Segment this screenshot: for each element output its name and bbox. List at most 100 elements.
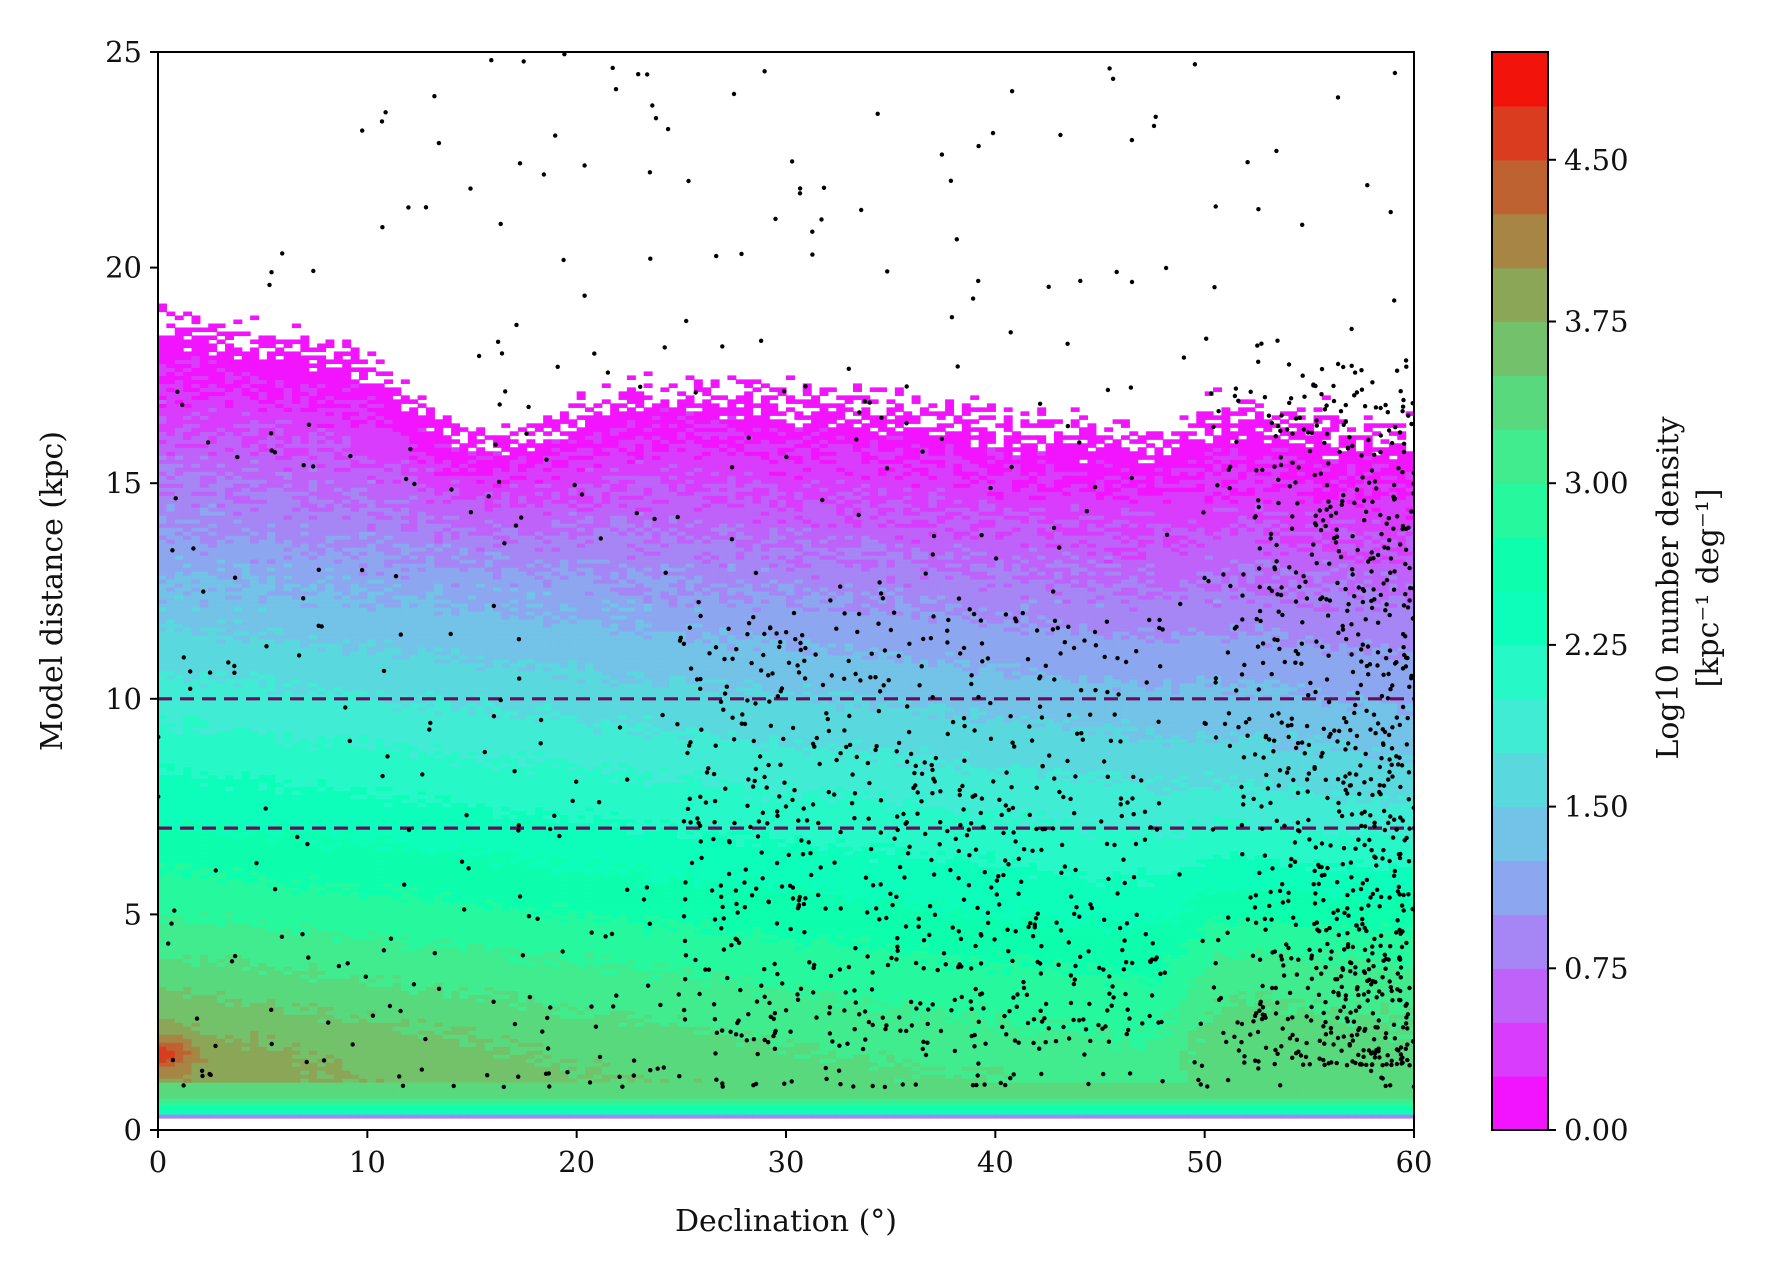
- contour-cell: [836, 1106, 846, 1111]
- contour-cell: [1053, 1090, 1063, 1095]
- contour-cell: [827, 1042, 837, 1047]
- contour-cell: [1280, 990, 1289, 995]
- contour-cell: [1179, 1050, 1189, 1055]
- contour-cell: [961, 1042, 971, 1047]
- contour-cell: [894, 1078, 904, 1083]
- contour-cell: [174, 1066, 184, 1071]
- contour-cell: [1196, 1018, 1206, 1023]
- contour-cell: [1012, 1074, 1022, 1079]
- contour-cell: [233, 1030, 243, 1035]
- contour-cell: [1154, 1002, 1164, 1007]
- contour-cell: [333, 998, 343, 1003]
- contour-cell: [836, 1058, 846, 1063]
- contour-cell: [1129, 1102, 1139, 1107]
- contour-cell: [986, 1050, 996, 1055]
- contour-cell: [241, 998, 251, 1003]
- contour-cell: [241, 1066, 251, 1071]
- contour-cell: [802, 1066, 812, 1071]
- contour-cell: [1229, 1062, 1239, 1067]
- contour-cell: [626, 1062, 636, 1067]
- contour-cell: [995, 1054, 1005, 1059]
- contour-cell: [241, 1078, 251, 1083]
- contour-cell: [1305, 1022, 1315, 1027]
- contour-cell: [543, 1074, 553, 1079]
- contour-cell: [1020, 1110, 1030, 1115]
- contour-cell: [744, 1026, 754, 1031]
- contour-cell: [350, 1086, 360, 1091]
- contour-cell: [1120, 1114, 1130, 1119]
- contour-cell: [199, 1082, 209, 1087]
- contour-cell: [1238, 1034, 1248, 1039]
- contour-cell: [719, 1018, 728, 1023]
- contour-cell: [777, 1014, 787, 1019]
- contour-cell: [1363, 1054, 1373, 1059]
- contour-cell: [945, 1010, 955, 1015]
- contour-cell: [735, 1014, 745, 1019]
- contour-cell: [685, 1030, 695, 1035]
- contour-cell: [241, 1062, 251, 1067]
- contour-cell: [919, 994, 929, 999]
- contour-cell: [166, 1022, 176, 1027]
- contour-cell: [1196, 1070, 1206, 1075]
- contour-cell: [610, 1058, 620, 1063]
- contour-cell: [392, 1078, 402, 1083]
- contour-cell: [769, 1006, 779, 1011]
- contour-cell: [886, 1114, 896, 1119]
- contour-cell: [643, 1058, 653, 1063]
- contour-cell: [618, 990, 628, 995]
- contour-cell: [350, 1010, 360, 1015]
- contour-cell: [610, 1114, 620, 1119]
- contour-cell: [1187, 1082, 1197, 1087]
- contour-cell: [1280, 1002, 1289, 1007]
- contour-cell: [568, 1106, 578, 1111]
- contour-cell: [342, 1062, 352, 1067]
- contour-cell: [1087, 1022, 1097, 1027]
- contour-cell: [1254, 1054, 1264, 1059]
- contour-cell: [158, 1046, 167, 1051]
- contour-cell: [819, 1086, 829, 1091]
- contour-cell: [492, 1094, 502, 1099]
- contour-cell: [425, 1102, 435, 1107]
- contour-cell: [358, 1078, 368, 1083]
- contour-cell: [1196, 1086, 1206, 1091]
- contour-cell: [626, 1114, 636, 1119]
- contour-cell: [568, 1086, 578, 1091]
- contour-cell: [1028, 1074, 1038, 1079]
- contour-cell: [1053, 1046, 1063, 1051]
- contour-cell: [551, 1074, 561, 1079]
- contour-cell: [1171, 1002, 1181, 1007]
- contour-cell: [199, 1030, 209, 1035]
- contour-cell: [1079, 1058, 1089, 1063]
- contour-cell: [1053, 1054, 1063, 1059]
- contour-cell: [467, 1018, 477, 1023]
- contour-cell: [568, 990, 578, 995]
- contour-cell: [852, 1070, 862, 1075]
- contour-cell: [794, 1050, 804, 1055]
- contour-cell: [719, 1054, 728, 1059]
- contour-cell: [442, 986, 452, 991]
- contour-cell: [652, 1006, 661, 1011]
- contour-cell: [258, 982, 268, 987]
- contour-cell: [1012, 986, 1022, 991]
- contour-cell: [183, 1106, 193, 1111]
- contour-cell: [283, 1030, 293, 1035]
- contour-cell: [250, 1110, 260, 1115]
- contour-cell: [1095, 1098, 1105, 1103]
- contour-cell: [727, 1086, 737, 1091]
- contour-cell: [593, 1034, 603, 1039]
- contour-cell: [333, 1034, 343, 1039]
- contour-cell: [300, 1086, 310, 1091]
- contour-cell: [183, 1078, 193, 1083]
- contour-cell: [518, 1110, 528, 1115]
- contour-cell: [1347, 1070, 1356, 1075]
- contour-cell: [291, 1058, 301, 1063]
- contour-cell: [208, 1034, 218, 1039]
- contour-cell: [1162, 1050, 1172, 1055]
- contour-cell: [1397, 1066, 1407, 1071]
- contour-cell: [1154, 1054, 1164, 1059]
- contour-cell: [945, 1042, 955, 1047]
- contour-cell: [1347, 1086, 1356, 1091]
- contour-cell: [660, 1042, 670, 1047]
- contour-cell: [1137, 1114, 1147, 1119]
- contour-cell: [459, 1102, 469, 1107]
